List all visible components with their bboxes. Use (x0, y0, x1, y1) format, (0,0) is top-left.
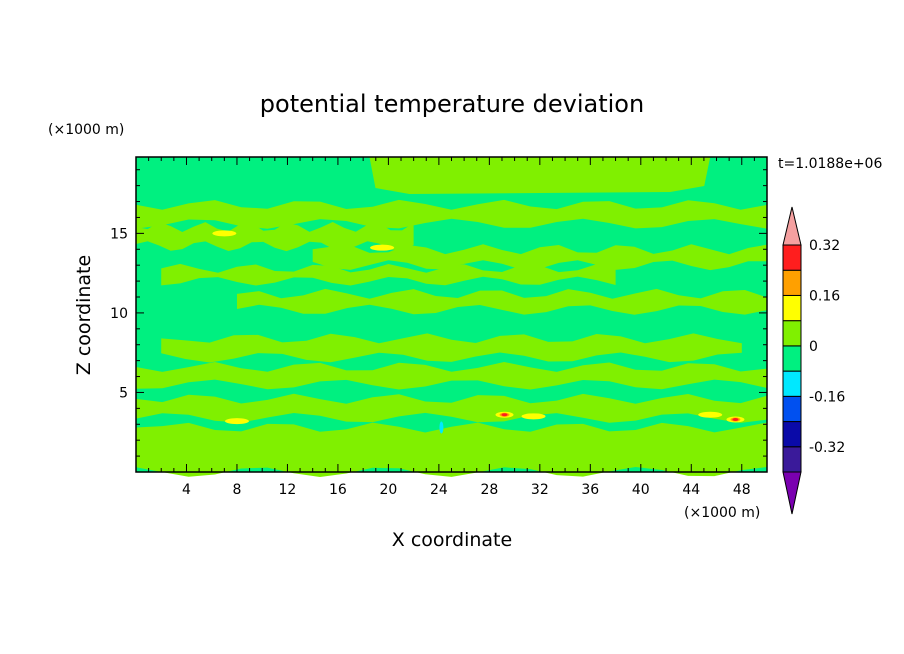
time-label: t=1.0188e+06 (778, 156, 882, 172)
contour-band (136, 222, 414, 252)
x-tick-label: 44 (682, 482, 700, 498)
contour-band (236, 288, 767, 315)
x-tick-label: 20 (379, 482, 397, 498)
x-tick-label: 40 (632, 482, 650, 498)
colorbar-segment (782, 320, 802, 347)
contour-band (312, 244, 767, 271)
contour-top-region (369, 157, 711, 194)
colorbar-segment (782, 269, 802, 296)
contour-band (136, 422, 767, 477)
colorbar-segment (782, 294, 802, 322)
contour-hotspot (732, 418, 739, 421)
contour-band (136, 199, 767, 229)
x-tick-label: 4 (182, 482, 191, 498)
contour-hotspot (370, 244, 395, 251)
y-tick-label: 10 (110, 306, 128, 322)
colorbar-segment (782, 446, 802, 473)
x-tick-label: 24 (430, 482, 448, 498)
contour-hotspot (698, 411, 723, 418)
plot-area (136, 157, 767, 477)
x-tick-label: 28 (480, 482, 498, 498)
x-unit-label: (×1000 m) (684, 505, 760, 521)
y-tick-label: 15 (110, 226, 128, 242)
y-axis: 5 10 15 (110, 169, 767, 457)
contour-hotspot (501, 413, 508, 417)
colorbar-over-triangle (782, 206, 802, 246)
x-tick-label: 12 (279, 482, 297, 498)
contour-hotspot (521, 413, 546, 420)
contour-band (161, 263, 616, 286)
colorbar-label: -0.32 (809, 440, 845, 456)
colorbar-segment (782, 395, 802, 423)
chart-title: potential temperature deviation (260, 90, 644, 118)
contour-hotspot (212, 230, 237, 237)
contour-band (136, 362, 767, 390)
colorbar-label: 0.32 (809, 238, 840, 254)
colorbar-under-triangle (782, 471, 802, 515)
colorbar-label: 0.16 (809, 288, 840, 304)
x-axis-title: X coordinate (392, 529, 512, 551)
x-tick-label: 48 (733, 482, 751, 498)
x-tick-label: 36 (581, 482, 599, 498)
colorbar-segment (782, 345, 802, 372)
contour-band (136, 393, 767, 423)
colorbar-segment (782, 370, 802, 397)
colorbar: -0.32 -0.16 0 0.16 0.32 (782, 206, 845, 515)
contour-band (161, 333, 742, 363)
x-tick-label: 32 (531, 482, 549, 498)
x-tick-label: 16 (329, 482, 347, 498)
colorbar-segment (782, 421, 802, 448)
colorbar-segment (782, 244, 802, 271)
y-unit-label: (×1000 m) (48, 122, 124, 138)
y-axis-title: Z coordinate (73, 255, 95, 375)
x-axis: 4 8 12 16 20 24 28 32 36 40 44 48 (148, 157, 755, 498)
contour-coldspot (439, 421, 444, 434)
x-tick-label: 8 (232, 482, 241, 498)
contour-hotspot (224, 418, 249, 425)
y-tick-label: 5 (119, 385, 128, 401)
colorbar-label: -0.16 (809, 389, 845, 405)
colorbar-label: 0 (809, 339, 818, 355)
